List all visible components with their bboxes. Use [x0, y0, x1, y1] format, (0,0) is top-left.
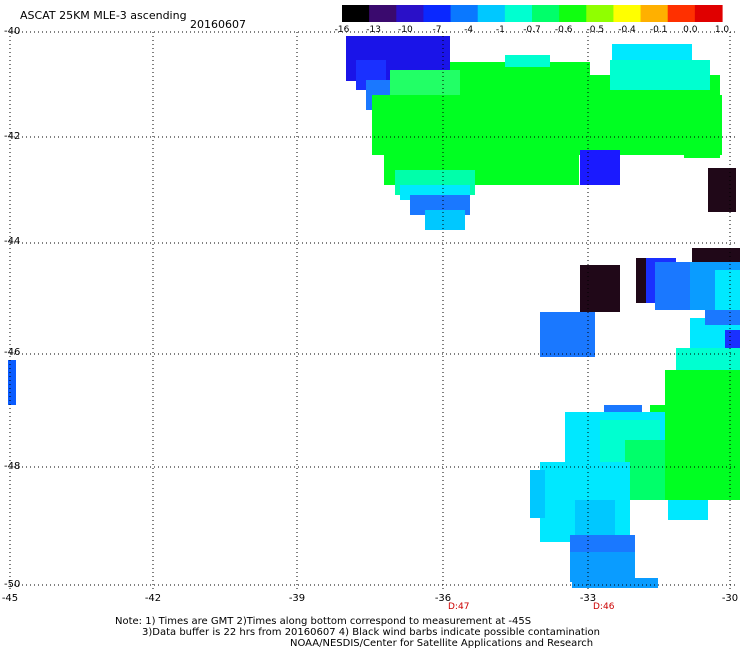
data-cell: [530, 470, 545, 518]
lat-label: -50: [4, 579, 21, 590]
colorbar-swatch: [450, 5, 479, 22]
wind-data-swaths: [8, 36, 740, 588]
lon-label: -42: [144, 593, 162, 604]
colorbar-label: 1.0: [714, 25, 730, 35]
note-line-3: NOAA/NESDIS/Center for Satellite Applica…: [290, 638, 594, 649]
colorbar-label: 0.0: [683, 25, 698, 35]
data-cell: [570, 535, 635, 555]
colorbar-label: -0.1: [649, 25, 668, 35]
colorbar-label: -13: [366, 25, 382, 35]
data-cell: [705, 310, 740, 325]
lon-label: -30: [721, 593, 739, 604]
colorbar-swatch: [477, 5, 506, 22]
lat-label: -40: [4, 26, 21, 37]
data-cell: [425, 210, 465, 230]
lat-label: -48: [4, 461, 21, 472]
lon-label: -45: [1, 593, 19, 604]
data-cell: [572, 578, 658, 588]
chart-date: 20160607: [190, 18, 246, 31]
chart-title: ASCAT 25KM MLE-3 ascending: [20, 9, 187, 22]
lat-lon-grid: [9, 31, 736, 590]
data-cell: [8, 360, 16, 405]
colorbar-label: -4: [464, 25, 474, 35]
lon-label: -39: [288, 593, 306, 604]
data-cell: [612, 44, 692, 64]
data-cell: [580, 150, 620, 185]
note-line-2: 3)Data buffer is 22 hrs from 20160607 4)…: [142, 627, 600, 638]
colorbar-label: -0.4: [618, 25, 636, 35]
colorbar-swatch: [396, 5, 425, 22]
colorbar: [342, 5, 723, 22]
data-cell: [625, 440, 665, 500]
colorbar-swatch: [640, 5, 669, 22]
data-cell: [655, 262, 695, 310]
data-cell: [610, 60, 710, 90]
lon-label: -33: [579, 593, 597, 604]
data-cell: [692, 248, 740, 262]
colorbar-label: -10: [397, 25, 413, 35]
data-cell: [668, 500, 708, 520]
time-label: D:46: [593, 602, 615, 612]
colorbar-label: -0.6: [554, 25, 573, 35]
colorbar-label: -7: [432, 25, 442, 35]
colorbar-label: -0.7: [523, 25, 541, 35]
data-cell: [570, 552, 635, 582]
data-cell: [684, 148, 720, 158]
colorbar-swatch: [667, 5, 696, 22]
lat-label: -44: [4, 236, 21, 247]
data-cell: [715, 270, 740, 310]
colorbar-swatch: [613, 5, 642, 22]
colorbar-label: -16: [334, 25, 350, 35]
lon-label: -36: [434, 593, 452, 604]
colorbar-swatch: [559, 5, 587, 22]
data-cell: [575, 500, 615, 540]
data-cell: [636, 258, 646, 303]
time-label: D:47: [448, 602, 470, 612]
note-line-1: Note: 1) Times are GMT 2)Times along bot…: [115, 616, 532, 627]
data-cell: [665, 370, 740, 410]
data-cell: [540, 312, 595, 357]
lat-label: -42: [4, 131, 21, 142]
data-cell: [580, 265, 620, 312]
colorbar-label: -1: [495, 25, 505, 35]
colorbar-swatch: [694, 5, 723, 22]
colorbar-swatch: [532, 5, 560, 22]
colorbar-swatch: [423, 5, 452, 22]
colorbar-label: -0.5: [586, 25, 605, 35]
data-cell: [505, 55, 550, 67]
colorbar-swatch: [369, 5, 397, 22]
lat-label: -46: [4, 347, 21, 358]
data-cell: [708, 168, 736, 212]
colorbar-swatch: [342, 5, 370, 22]
data-cell: [604, 405, 642, 415]
colorbar-swatch: [586, 5, 615, 22]
colorbar-swatch: [504, 5, 533, 22]
